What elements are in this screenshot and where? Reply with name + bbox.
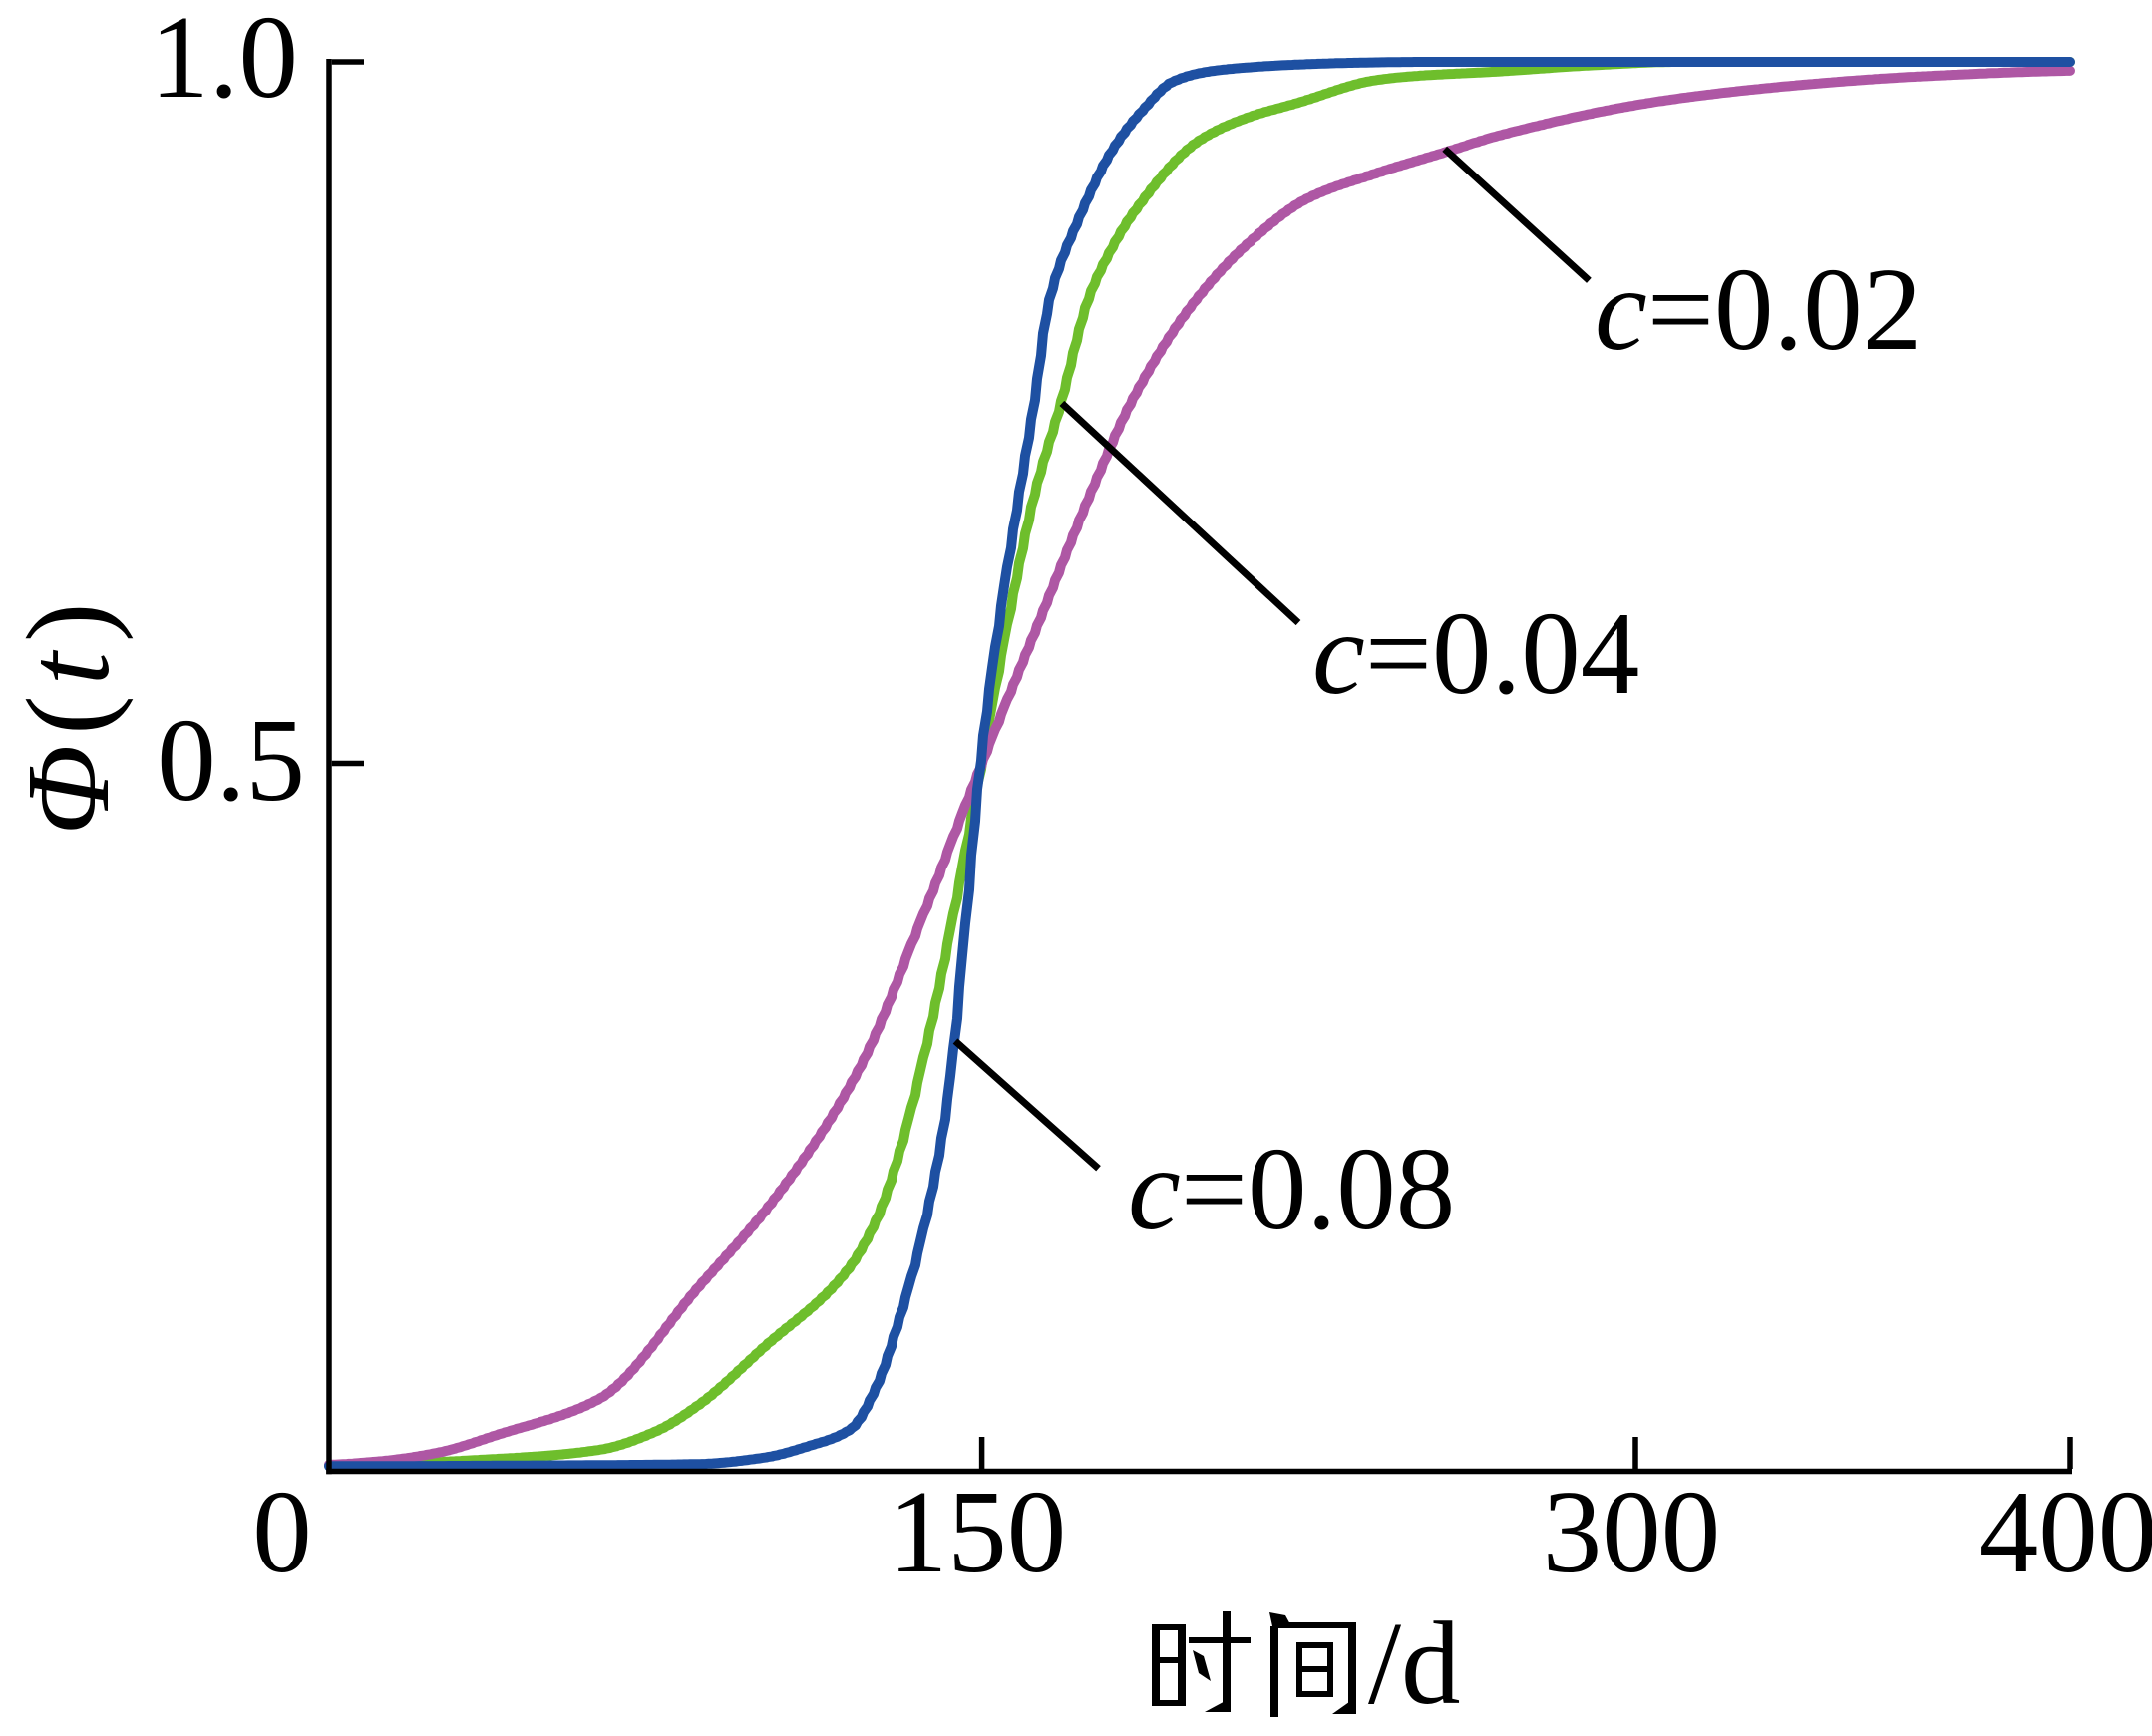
svg-text:Φ(t): Φ(t) bbox=[2, 593, 134, 836]
svg-text:c=0.08: c=0.08 bbox=[1128, 1123, 1455, 1254]
svg-text:1.0: 1.0 bbox=[150, 0, 298, 123]
svg-text:300: 300 bbox=[1543, 1466, 1721, 1597]
svg-text:150: 150 bbox=[889, 1466, 1067, 1597]
svg-text:c=0.02: c=0.02 bbox=[1595, 243, 1922, 375]
svg-text:0.5: 0.5 bbox=[157, 694, 305, 826]
svg-text:c=0.04: c=0.04 bbox=[1312, 587, 1639, 719]
svg-text:400: 400 bbox=[1979, 1466, 2152, 1597]
svg-text:/d: /d bbox=[1368, 1597, 1461, 1729]
svg-text:0: 0 bbox=[252, 1466, 312, 1597]
